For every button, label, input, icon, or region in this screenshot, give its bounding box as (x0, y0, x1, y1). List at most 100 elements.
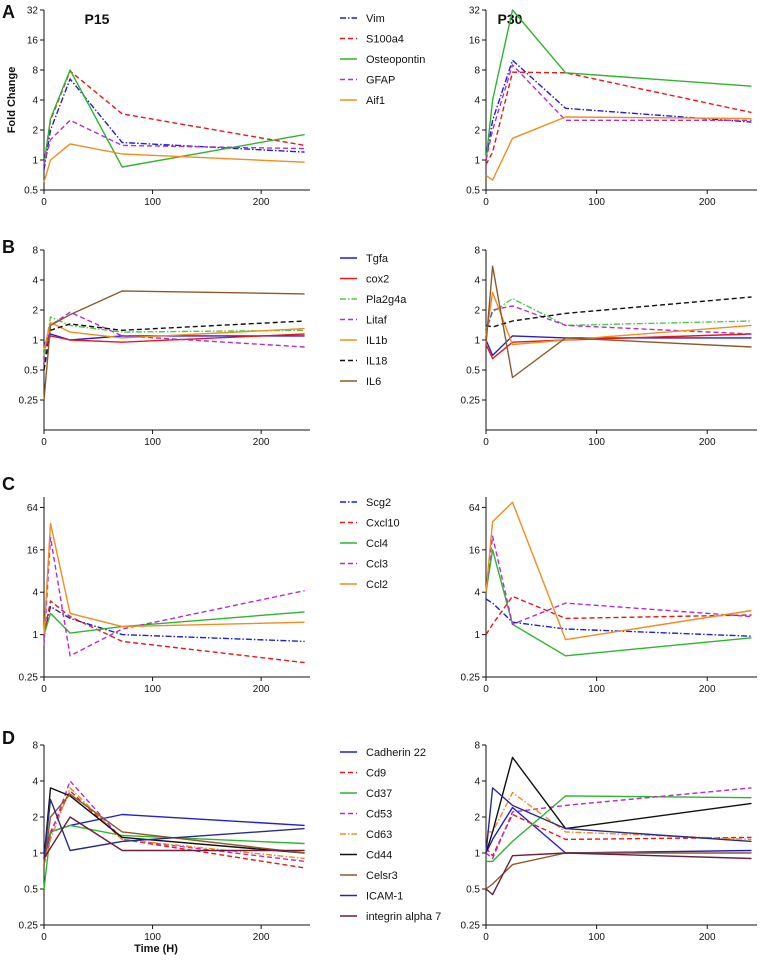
y-tick-label: 0.25 (19, 921, 39, 932)
legend-panel-b: Tgfa cox2 Pla2g4a Litaf IL1b IL18 IL6 (340, 253, 407, 388)
y-tick-label: 4 (474, 276, 480, 287)
panel-b-p30-chart: 0.25 0.5 1 2 4 8 0 100 200 (461, 246, 757, 448)
legend-label: Aif1 (366, 95, 385, 107)
x-tick-label: 100 (144, 684, 161, 695)
x-tick-label: 0 (41, 932, 47, 943)
series-line-aif1 (485, 116, 752, 181)
y-tick-label: 0.5 (466, 885, 480, 896)
series-line-litaf (43, 311, 305, 363)
y-tick-label: 0.25 (461, 396, 481, 407)
panel-c-p15-chart: 0.25 1 4 16 64 0 100 200 (19, 497, 310, 695)
x-tick-label: 100 (144, 932, 161, 943)
series-line-il18 (43, 320, 305, 371)
legend-label: IL6 (366, 376, 381, 388)
series-line-cd44 (485, 756, 752, 854)
series-line-il6 (485, 265, 752, 379)
series-line-cxcl10 (43, 600, 305, 664)
series-line-aif1 (43, 143, 305, 183)
x-tick-label: 200 (699, 932, 716, 943)
series-line-pla2g4a (485, 297, 752, 329)
series-line-gfap (485, 64, 752, 161)
x-tick-label: 0 (41, 437, 47, 448)
series-line-celsr3 (43, 793, 305, 865)
x-tick-label: 0 (41, 197, 47, 208)
series-line-ccl3 (485, 535, 752, 625)
x-tick-label: 100 (144, 437, 161, 448)
y-tick-label: 32 (27, 6, 39, 17)
x-tick-label: 0 (483, 932, 489, 943)
y-tick-label: 1 (32, 336, 38, 347)
y-tick-label: 2 (32, 306, 38, 317)
y-tick-label: 0.25 (19, 396, 39, 407)
series-line-integrin-alpha-7 (485, 852, 752, 896)
y-tick-label: 1 (474, 849, 480, 860)
legend-label: Ccl2 (366, 579, 388, 591)
series-line-icam-1 (485, 787, 752, 854)
series-line-ccl3 (43, 536, 305, 657)
x-tick-label: 0 (483, 437, 489, 448)
x-tick-label: 200 (253, 684, 270, 695)
series-line-celsr3 (485, 852, 752, 890)
y-tick-label: 1 (474, 156, 480, 167)
series-line-ccl4 (43, 611, 305, 635)
series-line-cd63 (43, 787, 305, 865)
x-axis-title: Time (H) (134, 943, 178, 955)
y-tick-label: 0.25 (461, 673, 481, 684)
panel-letter-d: D (2, 728, 15, 748)
series-line-il18 (485, 296, 752, 328)
legend-label: Tgfa (366, 253, 389, 265)
y-tick-label: 4 (32, 276, 38, 287)
series-line-cadherin-22 (43, 813, 305, 859)
y-tick-label: 2 (474, 306, 480, 317)
y-tick-label: 0.5 (466, 366, 480, 377)
series-line-cadherin-22 (485, 806, 752, 854)
y-tick-label: 1 (32, 156, 38, 167)
series-line-il6 (43, 290, 305, 401)
series-line-cd9 (485, 813, 752, 857)
legend-label: Vim (366, 13, 385, 25)
legend-label: GFAP (366, 75, 395, 87)
legend-label: Cd53 (366, 809, 392, 821)
series-line-cd53 (485, 787, 752, 860)
panel-d-p15-chart: 0.25 0.5 1 2 4 8 0 100 200 (19, 741, 310, 943)
y-tick-label: 16 (469, 36, 481, 47)
legend-panel-d: Cadherin 22 Cd9 Cd37 Cd53 Cd63 Cd44 Celsr3 ICAM… (340, 747, 441, 923)
y-tick-label: 4 (32, 588, 38, 599)
legend-label: cox2 (366, 274, 389, 286)
x-tick-label: 200 (699, 197, 716, 208)
y-tick-label: 1 (474, 630, 480, 641)
series-line-cd9 (43, 790, 305, 869)
panel-letter-a: A (2, 2, 15, 22)
y-tick-label: 0.25 (19, 673, 39, 684)
y-tick-label: 1 (32, 630, 38, 641)
x-tick-label: 200 (699, 437, 716, 448)
legend-label: IL18 (366, 356, 387, 368)
x-tick-label: 200 (253, 932, 270, 943)
legend-label: Scg2 (366, 497, 391, 509)
legend-label: S100a4 (366, 34, 404, 46)
legend-label: Cd44 (366, 850, 392, 862)
series-line-osteopontin (485, 9, 752, 161)
series-line-s100a4 (43, 70, 305, 165)
y-tick-label: 4 (474, 588, 480, 599)
y-tick-label: 4 (32, 96, 38, 107)
series-line-cd63 (486, 791, 752, 841)
x-tick-label: 0 (483, 197, 489, 208)
series-line-s100a4 (485, 71, 752, 165)
x-tick-label: 100 (588, 197, 605, 208)
series-line-osteopontin (43, 69, 305, 168)
series-line-integrin-alpha-7 (43, 816, 305, 859)
series-line-cxcl10 (485, 595, 752, 635)
y-tick-label: 4 (474, 777, 480, 788)
y-tick-label: 64 (27, 503, 39, 514)
x-tick-label: 0 (483, 684, 489, 695)
series-line-gfap (43, 119, 305, 165)
legend-label: IL1b (366, 335, 387, 347)
y-axis-title: Fold Change (6, 67, 18, 134)
x-tick-label: 100 (588, 684, 605, 695)
legend-label: Osteopontin (366, 54, 425, 66)
legend-label: Celsr3 (366, 870, 398, 882)
legend-label: Cd9 (366, 768, 386, 780)
y-tick-label: 4 (474, 96, 480, 107)
x-tick-label: 200 (253, 197, 270, 208)
